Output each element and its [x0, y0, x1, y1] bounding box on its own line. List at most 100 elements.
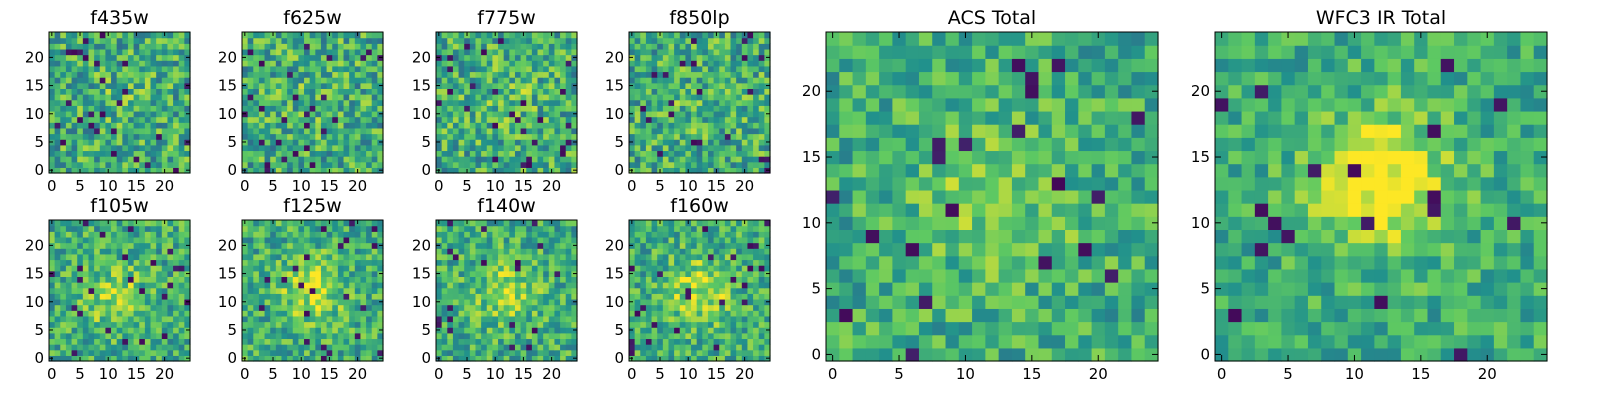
heatmap-cell [54, 349, 61, 356]
heatmap-cell [651, 110, 658, 118]
heatmap-cell [571, 150, 578, 157]
heatmap-cell [77, 298, 84, 306]
heatmap-cell [354, 60, 362, 67]
heatmap-cell [304, 150, 311, 157]
heatmap-cell [634, 82, 641, 89]
heatmap-cell [554, 242, 561, 249]
heatmap-cell [111, 321, 118, 328]
heatmap-cell [281, 77, 288, 84]
heatmap-cell [543, 270, 550, 277]
heatmap-cell [139, 282, 146, 289]
heatmap-cell [287, 225, 294, 232]
heatmap-cell [71, 161, 78, 168]
heatmap-cell [77, 315, 84, 323]
heatmap-cell [264, 287, 271, 294]
heatmap-cell [452, 65, 460, 73]
heatmap-cell [696, 276, 703, 283]
heatmap-cell [247, 270, 254, 277]
heatmap-cell [77, 105, 84, 112]
heatmap-cell [481, 259, 488, 266]
heatmap-cell [292, 310, 299, 317]
heatmap-cell [343, 344, 350, 351]
heatmap-cell [469, 242, 477, 249]
heatmap-cell [691, 270, 698, 277]
heatmap-cell [520, 349, 527, 356]
heatmap-cell [475, 94, 482, 101]
heatmap-cell [332, 139, 339, 146]
heatmap-cell [94, 355, 101, 362]
heatmap-cell [111, 349, 118, 356]
heatmap-cell [133, 332, 140, 340]
heatmap-cell [537, 332, 544, 340]
heatmap-cell [645, 276, 653, 283]
heatmap-cell [270, 71, 277, 78]
heatmap-cell [337, 133, 345, 140]
heatmap-cell [520, 94, 527, 101]
heatmap-cell [645, 310, 653, 317]
heatmap-cell [354, 133, 362, 140]
heatmap-cell [441, 54, 448, 61]
heatmap-cell [640, 276, 647, 283]
heatmap-cell [332, 231, 339, 238]
heatmap-cell [719, 344, 726, 351]
x-tick-label: 15 [320, 177, 339, 195]
heatmap-cell [258, 60, 266, 67]
heatmap-cell [509, 282, 516, 289]
heatmap-cell [122, 344, 129, 351]
heatmap-cell [747, 99, 754, 106]
heatmap-cell [560, 105, 567, 112]
heatmap-cell [441, 156, 448, 163]
heatmap-cell [258, 150, 266, 157]
heatmap-cell [292, 282, 299, 289]
heatmap-cell [736, 355, 743, 362]
heatmap-cell [320, 110, 328, 118]
heatmap-cell [764, 88, 771, 95]
heatmap-cell [634, 43, 641, 50]
heatmap-cell [441, 82, 448, 89]
heatmap-cell [509, 60, 516, 67]
heatmap-cell [309, 32, 316, 39]
heatmap-cell [685, 310, 692, 317]
heatmap-cell [71, 116, 78, 123]
heatmap-cell [161, 110, 169, 118]
heatmap-cell [458, 282, 465, 289]
heatmap-cell [696, 54, 703, 61]
heatmap-cell [281, 293, 288, 300]
heatmap-cell [520, 133, 527, 140]
heatmap-cell [526, 139, 533, 146]
heatmap-cell [304, 105, 311, 112]
heatmap-cell [242, 127, 249, 135]
heatmap-cell [464, 304, 471, 311]
heatmap-cell [531, 48, 539, 56]
heatmap-cell [645, 298, 653, 306]
heatmap-cell [520, 265, 527, 272]
heatmap-cell [668, 94, 675, 101]
heatmap-cell [82, 82, 90, 89]
heatmap-cell [161, 99, 169, 106]
heatmap-cell [668, 110, 675, 118]
heatmap-cell [292, 338, 299, 345]
heatmap-cell [54, 65, 61, 73]
heatmap-cell [469, 310, 477, 317]
heatmap-cell [275, 315, 283, 323]
heatmap-cell [71, 332, 78, 340]
heatmap-cell [560, 338, 567, 345]
heatmap-cell [258, 88, 266, 95]
x-tick-label: 20 [735, 177, 754, 195]
heatmap-cell [332, 220, 339, 227]
heatmap-cell [167, 287, 174, 294]
heatmap-cell [691, 82, 698, 89]
heatmap-cell [167, 304, 174, 311]
heatmap-cell [452, 88, 460, 95]
heatmap-cell [156, 349, 163, 356]
heatmap-cell [320, 150, 328, 157]
heatmap-cell [71, 248, 78, 255]
heatmap-cell [441, 94, 448, 101]
heatmap-cell [366, 321, 373, 328]
heatmap-cell [116, 71, 123, 78]
heatmap-cell [99, 349, 106, 356]
heatmap-cell [127, 276, 135, 283]
heatmap-cell [640, 338, 647, 345]
heatmap-cell [264, 110, 271, 118]
heatmap-cell [537, 338, 544, 345]
